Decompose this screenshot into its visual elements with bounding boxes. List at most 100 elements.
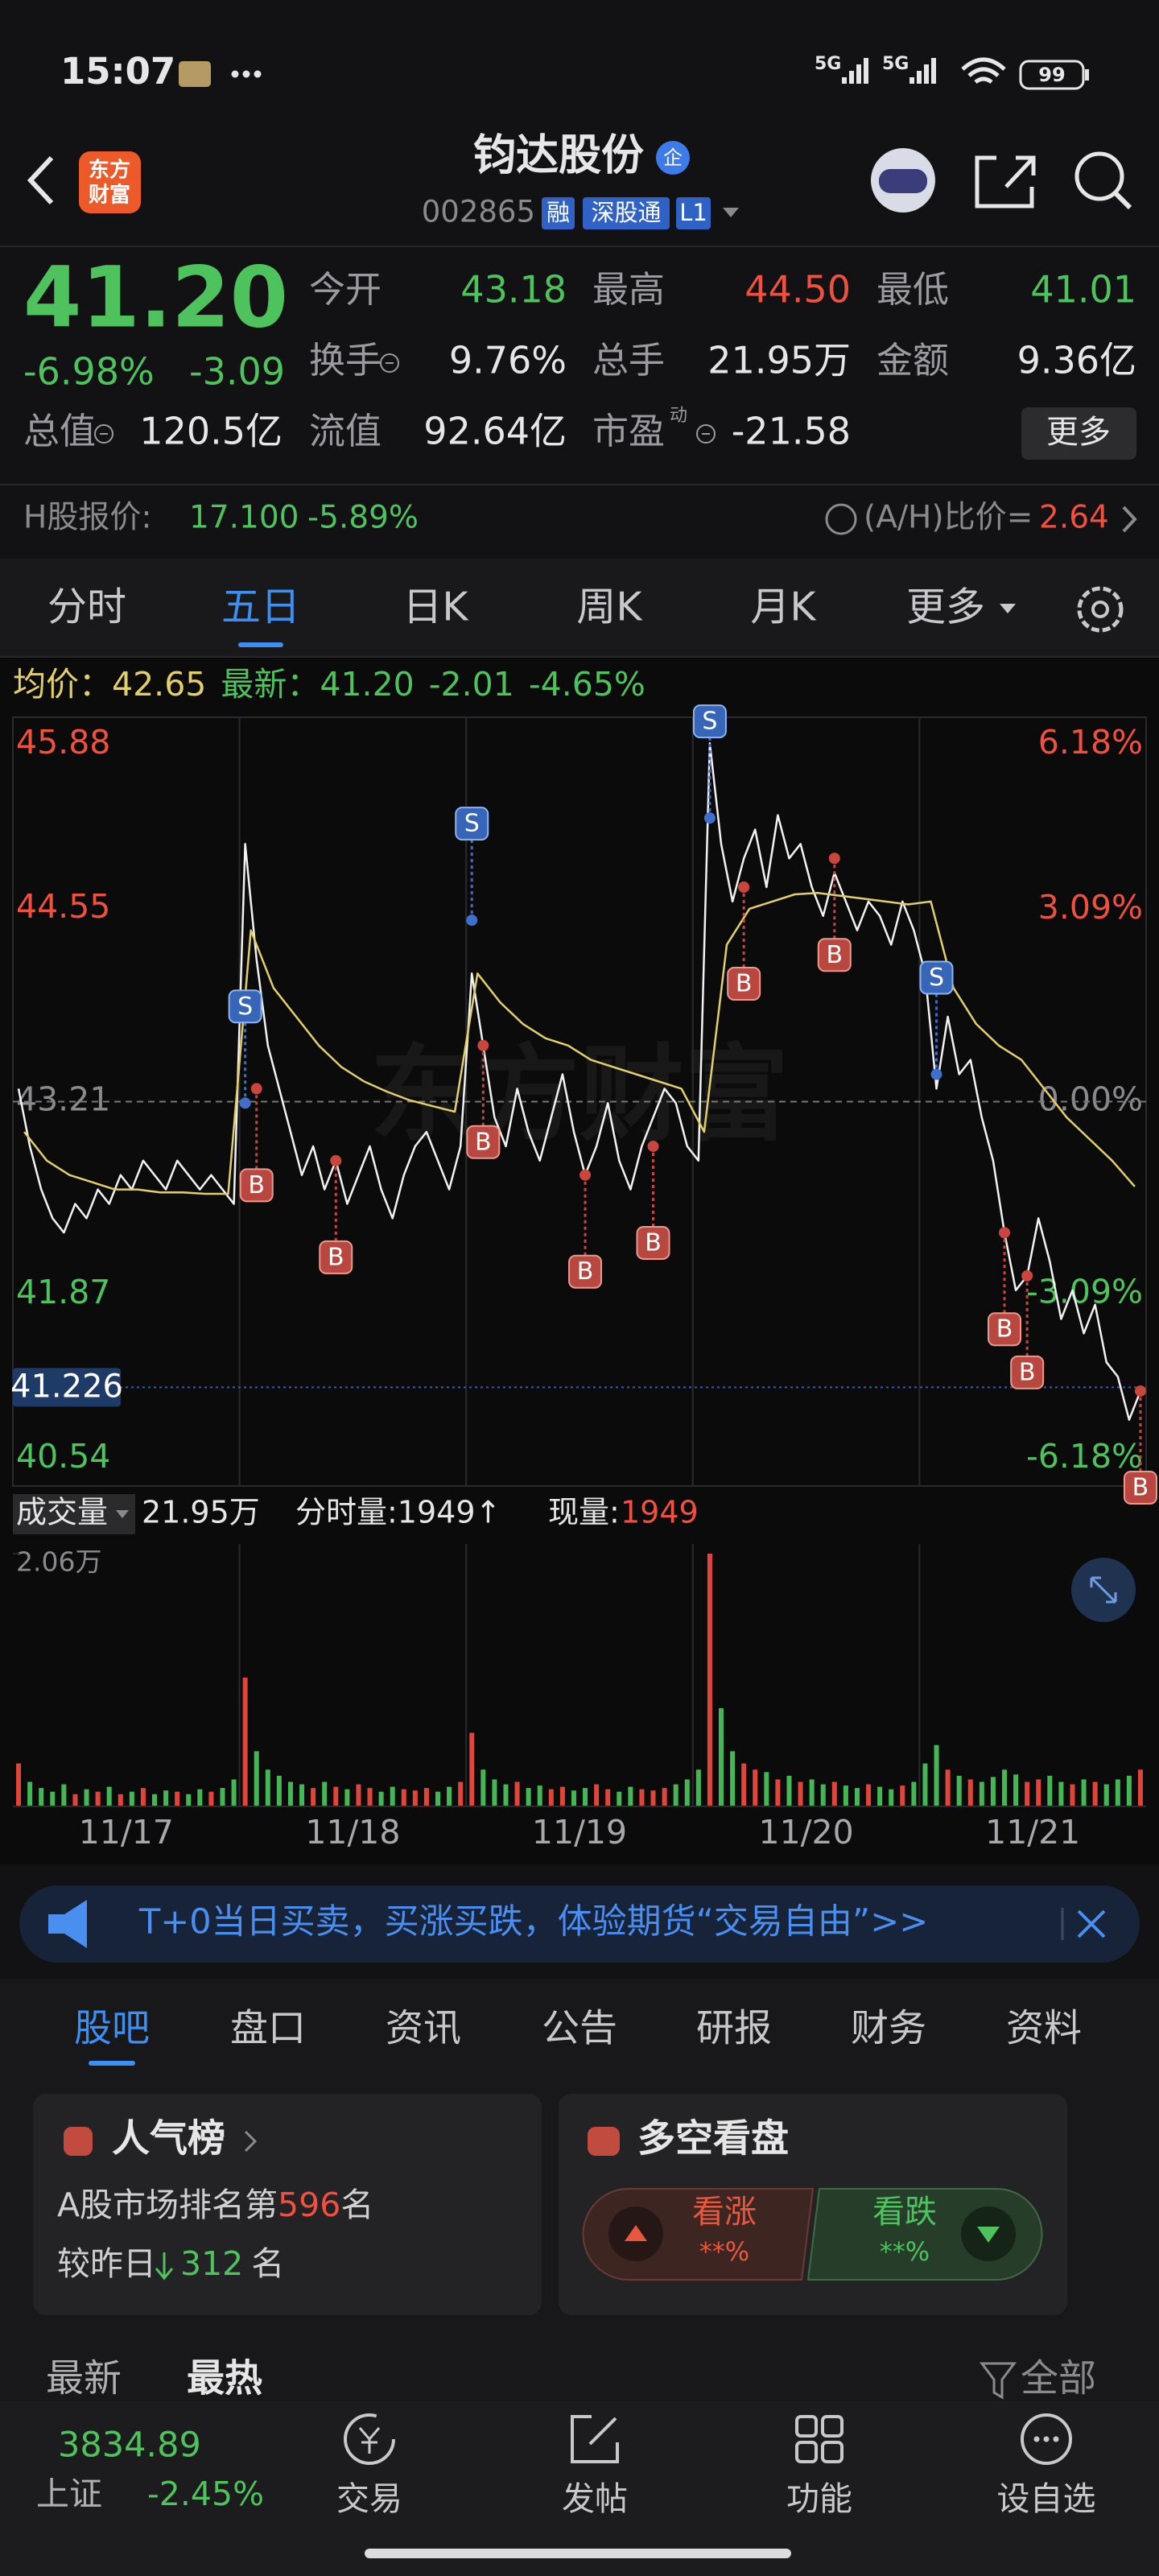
nav-item[interactable]: 发帖 [562,2479,628,2518]
volume-bar [220,1788,225,1806]
volume-bar [639,1789,645,1806]
section-tab[interactable]: 研报 [696,2007,772,2051]
status-time: 15:07 [60,50,175,93]
popularity-card[interactable] [33,2094,542,2315]
settings-icon-core [1091,601,1109,618]
ah-chevron [1122,506,1137,533]
rank-change-line-part: 312 [180,2244,243,2283]
volume-bar [61,1784,67,1806]
volume-bar [548,1789,554,1806]
chart-tab[interactable]: 分时 [47,584,126,630]
volume-bar [650,1790,656,1806]
volume-bar [106,1786,112,1806]
marker-label: S [702,708,717,736]
marker-label: B [248,1171,265,1199]
chart-tab[interactable]: 月K [750,584,817,630]
volume-bar [254,1751,259,1806]
nav-item[interactable]: 设自选 [997,2479,1096,2518]
tag-box [676,197,711,229]
h-share-change: -5.89% [307,500,419,536]
volume-bar [900,1785,905,1806]
marker-badge [817,938,852,972]
tag-text: L1 [679,199,707,226]
feed-filter[interactable]: 全部 [1021,2357,1096,2401]
status-app-icon [179,61,211,87]
section-tab[interactable]: 盘口 [230,2007,306,2051]
volume-bar [662,1788,667,1806]
rank-change-line: 较昨日 312 名 [57,2244,284,2283]
chart-tab[interactable]: 五日 [221,584,300,630]
y2-tick-label: -6.18% [1026,1437,1143,1476]
function-icon [821,2441,843,2463]
volume-bar [831,1781,837,1806]
function-icon [795,2441,818,2463]
chart-tab[interactable]: 日K [402,584,469,630]
feed-tab[interactable]: 最热 [187,2357,262,2401]
stat-value: 9.76% [449,339,567,382]
tab-band [0,559,1159,657]
more-caret [1000,604,1016,613]
volume-bar [299,1784,305,1806]
x-tick-label: 11/18 [305,1813,400,1852]
chart-tab[interactable]: 更多 [906,584,985,630]
current-price-label: 41.226 [10,1368,123,1405]
info-icon [696,424,716,444]
nav-item[interactable]: 交易 [336,2479,402,2518]
volume-bar [242,1677,248,1806]
volume-bar [186,1794,192,1806]
volume-bar [537,1785,542,1806]
volume-bar [197,1789,203,1806]
section-tab[interactable]: 财务 [851,2007,926,2051]
volume-bar [140,1788,146,1806]
volume-bar [16,1763,22,1806]
rank-line-part: A股市场排名第 [57,2186,278,2224]
search-icon[interactable] [1074,151,1124,201]
volume-bar [152,1794,157,1806]
volume-bar [129,1791,134,1806]
section-tab[interactable]: 资料 [1006,2007,1082,2051]
signal-bar [917,71,922,84]
badge-text: 企 [663,147,683,169]
section-tab[interactable]: 股吧 [74,2007,150,2051]
marker-dot [1021,1269,1033,1282]
volume-bar [764,1772,769,1806]
marker-badge [1123,1470,1157,1505]
banner-close[interactable] [1077,1909,1106,1938]
more-button-label[interactable]: 更多 [1046,414,1111,451]
marker-badge [466,1125,501,1159]
nav-item[interactable]: 功能 [786,2479,852,2518]
marker-label: B [577,1257,594,1286]
app-logo-text: 财富 [89,183,130,208]
back-button[interactable] [27,155,54,205]
status-dots [254,70,262,78]
marker-label: B [996,1315,1013,1344]
chart-tab[interactable]: 周K [576,584,643,630]
index-value[interactable]: 3834.89 [58,2425,201,2466]
index-name: 上证 [36,2475,102,2513]
volume-bar [311,1788,316,1806]
section-tab[interactable]: 公告 [542,2007,617,2051]
summary-line-part: 最新： [221,665,320,704]
promo-banner[interactable] [19,1885,1140,1963]
watchlist-icon-dot [1053,2436,1059,2442]
summary-line-part: -2.01 [429,665,514,704]
signal-bar [849,71,854,84]
sentiment-icon [588,2127,620,2156]
stat-sup: 动 [670,406,687,426]
marker-dot [999,1227,1010,1239]
volume-bar [322,1781,328,1806]
h-share-label: H股报价: [23,500,151,536]
feed-tab[interactable]: 最新 [46,2357,122,2401]
more-button[interactable] [1021,407,1136,460]
volume-bar [866,1784,872,1806]
settings-icon[interactable] [1077,586,1124,633]
section-tab[interactable]: 资讯 [386,2007,461,2051]
trade-icon [344,2413,395,2465]
volume-bar [979,1781,984,1806]
volume-bar [458,1781,464,1806]
share-icon[interactable] [975,155,1036,208]
x-tick-label: 11/20 [759,1813,854,1852]
volume-bar [673,1784,678,1806]
index-change: -2.45% [147,2475,264,2513]
